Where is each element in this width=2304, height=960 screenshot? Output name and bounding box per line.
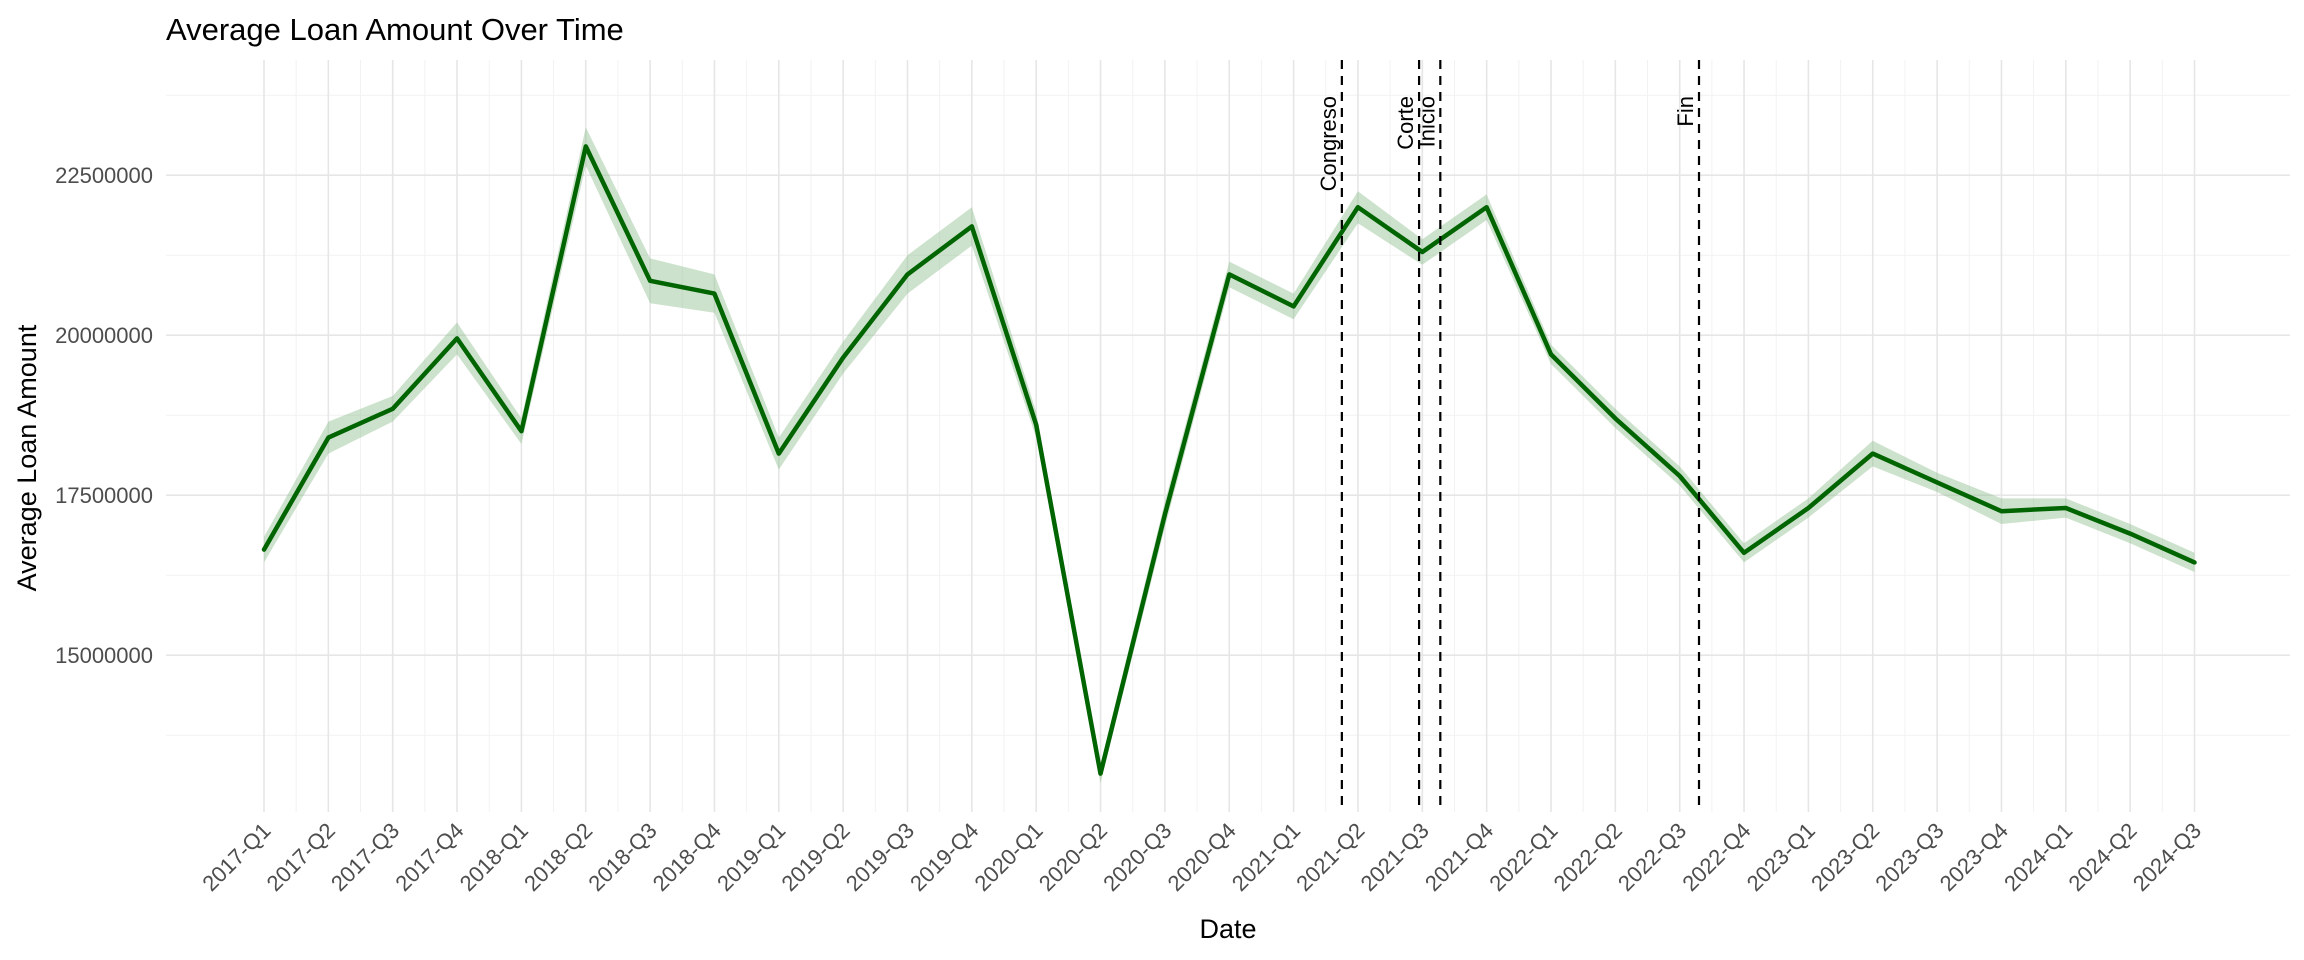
y-tick-label: 17500000 [55, 483, 153, 508]
x-tick-label: 2019-Q1 [712, 818, 790, 896]
x-tick-label: 2022-Q1 [1484, 818, 1562, 896]
event-line-label: Corte [1393, 96, 1418, 150]
x-tick-label: 2017-Q2 [262, 818, 340, 896]
x-tick-label: 2024-Q1 [1999, 818, 2077, 896]
x-tick-label: 2019-Q2 [776, 818, 854, 896]
x-tick-label: 2017-Q3 [326, 818, 404, 896]
x-tick-label: 2018-Q1 [455, 818, 533, 896]
x-tick-label: 2022-Q3 [1613, 818, 1691, 896]
grid [166, 60, 2290, 812]
x-axis-ticks: 2017-Q12017-Q22017-Q32017-Q42018-Q12018-… [197, 818, 2206, 896]
x-tick-label: 2024-Q3 [2128, 818, 2206, 896]
x-tick-label: 2020-Q1 [970, 818, 1048, 896]
event-line-label: Fin [1673, 96, 1698, 127]
y-tick-label: 22500000 [55, 163, 153, 188]
x-tick-label: 2018-Q2 [519, 818, 597, 896]
x-tick-label: 2021-Q1 [1227, 818, 1305, 896]
x-tick-label: 2023-Q1 [1742, 818, 1820, 896]
x-tick-label: 2021-Q2 [1291, 818, 1369, 896]
x-tick-label: 2018-Q4 [648, 818, 726, 896]
x-tick-label: 2023-Q2 [1806, 818, 1884, 896]
y-axis-ticks: 15000000 17500000 20000000 22500000 [55, 163, 153, 668]
x-tick-label: 2019-Q4 [905, 818, 983, 896]
x-tick-label: 2020-Q2 [1034, 818, 1112, 896]
x-axis-title: Date [1199, 914, 1256, 944]
x-tick-label: 2022-Q4 [1677, 818, 1755, 896]
y-axis-title: Average Loan Amount [12, 324, 42, 591]
y-tick-label: 20000000 [55, 323, 153, 348]
series-line-layer [261, 144, 2197, 776]
x-tick-label: 2020-Q4 [1163, 818, 1241, 896]
chart-title: Average Loan Amount Over Time [166, 12, 624, 47]
x-tick-label: 2021-Q3 [1356, 818, 1434, 896]
y-tick-label: 15000000 [55, 643, 153, 668]
x-tick-label: 2021-Q4 [1420, 818, 1498, 896]
x-tick-label: 2023-Q3 [1870, 818, 1948, 896]
event-line-label: Inicio [1414, 96, 1439, 147]
x-tick-label: 2020-Q3 [1098, 818, 1176, 896]
x-tick-label: 2023-Q4 [1935, 818, 2013, 896]
x-tick-label: 2019-Q3 [841, 818, 919, 896]
x-tick-label: 2017-Q4 [390, 818, 468, 896]
x-tick-label: 2024-Q2 [2063, 818, 2141, 896]
event-line-label: Congreso [1316, 96, 1341, 191]
x-tick-label: 2022-Q2 [1549, 818, 1627, 896]
x-tick-label: 2017-Q1 [197, 818, 275, 896]
x-tick-label: 2018-Q3 [583, 818, 661, 896]
